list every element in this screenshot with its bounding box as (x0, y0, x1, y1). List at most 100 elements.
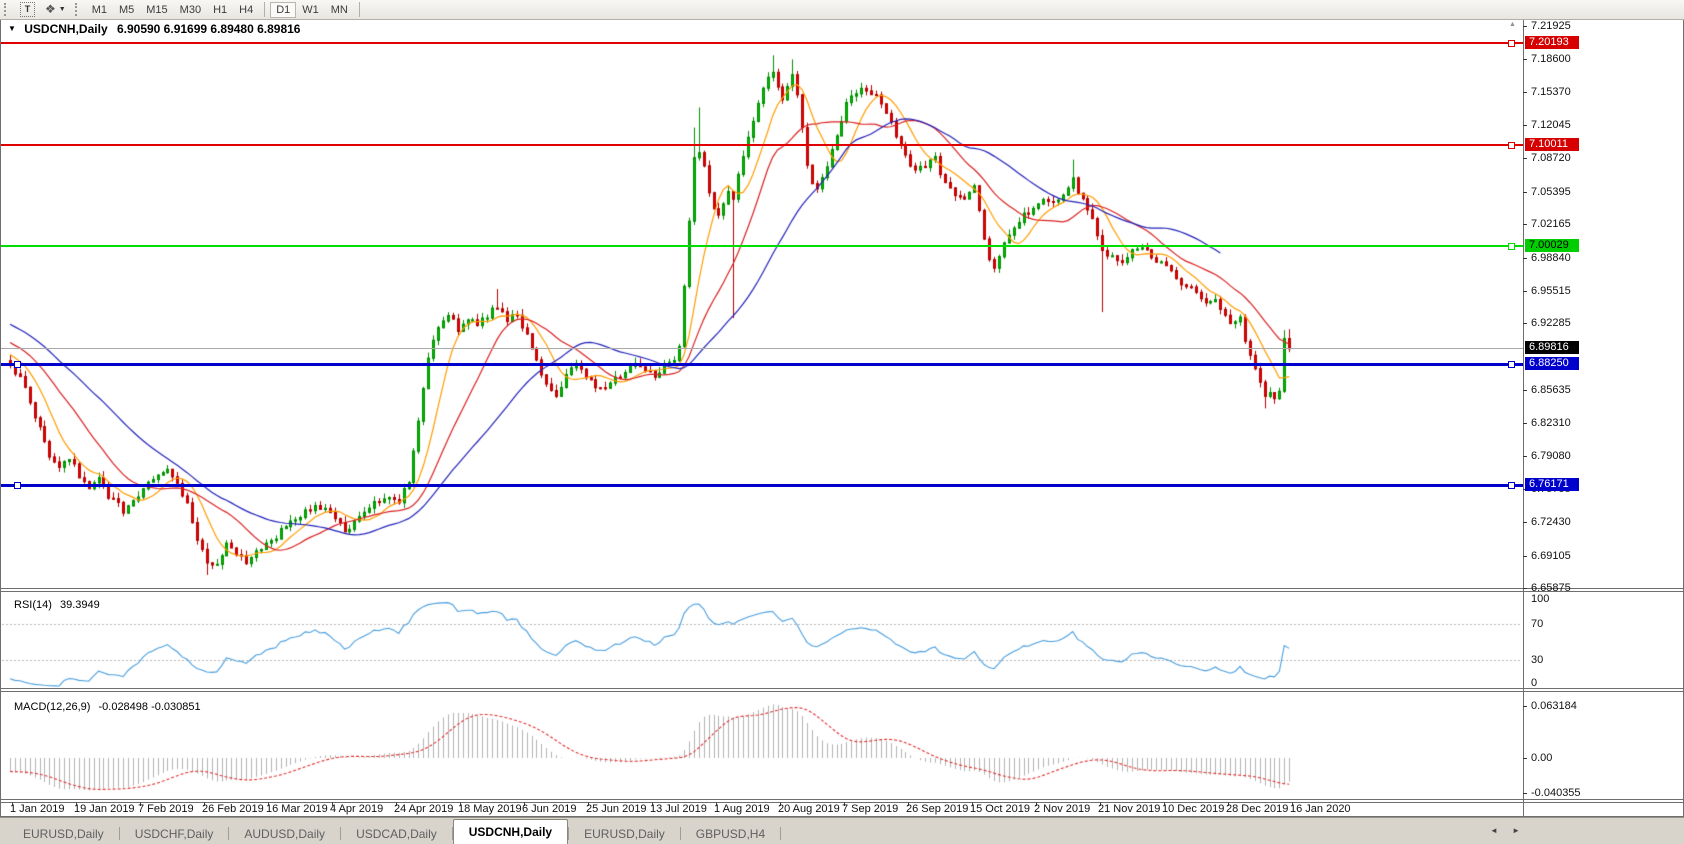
rsi-name: RSI(14) (14, 599, 52, 611)
text-tool-button[interactable]: T (15, 1, 40, 18)
tab-scroll-left-icon[interactable]: ◄ (1490, 826, 1498, 835)
horizontal-line-7.10011[interactable] (1, 144, 1523, 147)
price-tick (1523, 257, 1527, 259)
panel-separator[interactable] (1, 588, 1683, 589)
timeframe-mn[interactable]: MN (325, 2, 354, 18)
price-tick (1523, 91, 1527, 93)
macd-axis-label: 0.00 (1531, 752, 1553, 764)
timeframe-h4[interactable]: H4 (233, 2, 259, 18)
price-marker-6.89816[interactable]: 6.89816 (1525, 341, 1579, 355)
panel-separator (1, 799, 1683, 800)
tab-eurusd-daily[interactable]: EURUSD,Daily (23, 827, 104, 841)
date-label: 15 Oct 2019 (970, 803, 1030, 815)
timeframe-d1[interactable]: D1 (270, 1, 297, 18)
date-label: 26 Feb 2019 (202, 803, 264, 815)
date-label: 16 Mar 2019 (266, 803, 328, 815)
date-label: 19 Jan 2019 (74, 803, 135, 815)
date-label: 1 Aug 2019 (714, 803, 770, 815)
tab-scroll-arrows: ◄ ► (1490, 826, 1520, 835)
date-tick (588, 802, 589, 806)
line-handle[interactable] (14, 360, 21, 368)
horizontal-line-7.20193[interactable] (1, 42, 1523, 45)
date-label: 25 Jun 2019 (586, 803, 647, 815)
toolbar-grip[interactable] (74, 3, 80, 16)
price-marker-7.00029[interactable]: 7.00029 (1525, 238, 1579, 252)
panel-separator (1, 802, 1683, 803)
macd-values: -0.028498 -0.030851 (98, 701, 201, 713)
panel-collapse-icon[interactable]: ▲ (1509, 21, 1516, 28)
date-tick (716, 802, 717, 806)
price-tick (1523, 290, 1527, 292)
tab-usdchf-daily[interactable]: USDCHF,Daily (134, 827, 214, 841)
price-tick (1523, 125, 1527, 127)
price-tick-label: 7.18600 (1531, 53, 1571, 66)
current-price-line (1, 348, 1523, 350)
tab-gbpusd-h4[interactable]: GBPUSD,H4 (695, 827, 766, 841)
timeframe-w1[interactable]: W1 (296, 2, 325, 18)
date-tick (460, 802, 461, 806)
tab-separator (679, 827, 681, 840)
line-handle[interactable] (1508, 481, 1515, 489)
line-handle[interactable] (1508, 360, 1515, 368)
timeframe-m15[interactable]: M15 (140, 2, 173, 18)
line-handle[interactable] (1508, 40, 1515, 48)
line-handle[interactable] (1508, 142, 1515, 150)
price-tick-label: 7.12045 (1531, 119, 1571, 132)
date-tick (780, 802, 781, 806)
macd-name: MACD(12,26,9) (14, 701, 91, 713)
price-tick (1523, 588, 1527, 590)
tab-separator (451, 827, 453, 840)
tab-audusd-daily[interactable]: AUDUSD,Daily (244, 827, 326, 841)
price-tick-label: 6.72430 (1531, 516, 1571, 529)
timeframe-h1[interactable]: H1 (207, 2, 233, 18)
price-tick-label: 6.69105 (1531, 549, 1571, 562)
symbol-dropdown-icon[interactable]: ▼ (8, 24, 16, 33)
timeframe-m1[interactable]: M1 (86, 2, 113, 18)
rsi-axis-label: 100 (1531, 593, 1550, 605)
tab-usdcnh-daily[interactable]: USDCNH,Daily (452, 819, 569, 844)
price-marker-7.10011[interactable]: 7.10011 (1525, 138, 1579, 152)
price-tick-label: 7.15370 (1531, 85, 1571, 98)
macd-indicator-label: MACD(12,26,9) -0.028498 -0.030851 (14, 701, 201, 713)
line-handle[interactable] (1508, 242, 1515, 250)
price-marker-6.76171[interactable]: 6.76171 (1525, 477, 1579, 491)
tab-separator (568, 827, 570, 840)
date-tick (1292, 802, 1293, 806)
date-label: 7 Feb 2019 (138, 803, 194, 815)
price-tick (1523, 191, 1527, 193)
horizontal-line-7.00029[interactable] (1, 244, 1523, 247)
price-marker-6.88250[interactable]: 6.88250 (1525, 356, 1579, 370)
tab-usdcad-daily[interactable]: USDCAD,Daily (356, 827, 437, 841)
date-tick (908, 802, 909, 806)
date-tick (1228, 802, 1229, 806)
date-label: 4 Apr 2019 (330, 803, 384, 815)
timeframe-m30[interactable]: M30 (174, 2, 207, 18)
date-label: 10 Dec 2019 (1162, 803, 1225, 815)
toolbar-grip[interactable] (4, 3, 9, 16)
date-tick (12, 802, 13, 806)
line-handle[interactable] (14, 481, 21, 489)
tab-separator (118, 827, 120, 840)
price-tick (1523, 522, 1527, 524)
date-tick (268, 802, 269, 806)
date-tick (524, 802, 525, 806)
price-tick (1523, 423, 1527, 425)
tab-eurusd-daily[interactable]: EURUSD,Daily (584, 827, 665, 841)
price-marker-7.20193[interactable]: 7.20193 (1525, 36, 1579, 50)
timeframe-m5[interactable]: M5 (113, 2, 140, 18)
rsi-value: 39.3949 (59, 599, 100, 611)
date-label: 28 Dec 2019 (1226, 803, 1289, 815)
price-tick-label: 6.95515 (1531, 284, 1571, 297)
horizontal-line-6.76171[interactable] (1, 483, 1523, 487)
macd-tick (1523, 758, 1527, 759)
arrange-charts-button[interactable]: ❖ ▼ (40, 1, 71, 18)
date-label: 6 Jun 2019 (522, 803, 577, 815)
date-tick (652, 802, 653, 806)
horizontal-line-6.8825[interactable] (1, 362, 1523, 366)
tab-scroll-right-icon[interactable]: ► (1512, 826, 1521, 835)
price-tick-label: 7.02165 (1531, 218, 1571, 231)
macd-axis-label: 0.063184 (1531, 700, 1577, 712)
price-axis-border (1523, 20, 1524, 816)
panel-separator[interactable] (1, 688, 1683, 689)
